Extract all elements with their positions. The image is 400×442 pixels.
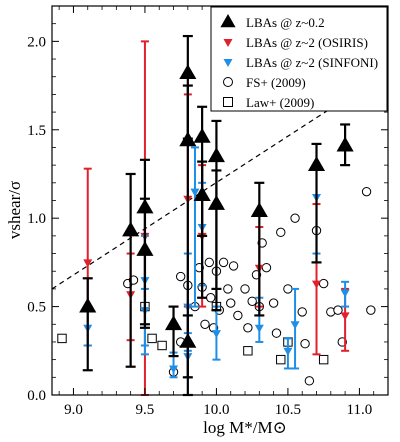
data-point [290,321,300,330]
data-point [179,131,197,147]
legend-marker [223,77,233,87]
data-point [340,312,350,321]
data-layer [57,34,376,397]
legend-box [210,6,388,112]
legend-label: LBAs @ z~2 (OSIRIS) [246,35,368,50]
data-point [211,330,221,339]
data-point [297,307,307,317]
data-point [136,241,154,256]
legend-label: LBAs @ z~0.2 [246,15,325,30]
data-point [179,64,197,80]
data-point [200,319,210,329]
series-0 [79,34,354,397]
data-point [318,278,329,289]
data-point [261,262,272,273]
data-point [223,284,233,294]
legend-marker [223,59,233,67]
data-point [228,261,239,271]
data-point [190,188,200,197]
data-point [290,213,300,223]
data-point [250,202,268,217]
data-point [83,259,93,268]
data-point [271,328,282,338]
data-point [243,346,253,356]
data-point [240,284,250,294]
data-point [247,296,257,306]
data-point [175,271,186,282]
data-point [243,323,253,333]
data-point [340,289,350,298]
tick-layer: 9.0 9.5 10.0 10.5 11.0 0.0 0.5 1.0 1.5 2.0 [27,6,388,418]
data-point [254,324,264,333]
data-point [304,376,315,386]
data-point [218,257,229,268]
data-point [318,354,329,365]
x-axis-label: log M*/M⊙ [203,418,287,437]
y-tick-label: 0.0 [27,388,46,404]
legend-label: Law+ (2009) [246,95,314,110]
data-point [193,186,211,202]
legend-marker [220,14,236,28]
data-point [283,347,293,356]
data-point [336,136,354,152]
data-point [300,339,310,349]
data-point [79,297,97,313]
data-point [164,315,183,331]
data-point [179,332,197,348]
data-point [307,156,326,171]
x-tick-label: 11.0 [347,402,373,418]
y-axis-label: vshear/σ [5,181,24,239]
data-point [147,333,157,344]
data-point [193,127,211,143]
data-point [157,340,167,351]
y-tick-label: 0.5 [27,300,46,316]
y-tick-label: 1.5 [27,123,46,139]
data-point [276,227,286,238]
legend-label: LBAs @ z~2 (SINFONI) [246,55,378,70]
x-tick-label: 9.5 [136,402,155,418]
y-tick-label: 2.0 [27,34,46,50]
data-point [207,195,225,210]
data-point [169,365,179,374]
data-point [122,221,140,237]
x-tick-label: 9.0 [64,402,83,418]
data-point [333,305,343,315]
legend-label: FS+ (2009) [246,75,306,90]
data-point [207,147,225,163]
legend: LBAs @ z~0.2 LBAs @ z~2 (OSIRIS) LBAs @ z~… [210,6,388,112]
data-point [283,284,293,294]
data-point [204,257,214,268]
x-tick-label: 10.0 [203,402,229,418]
data-point [361,186,372,197]
data-point [233,310,243,321]
data-point [268,298,279,308]
data-point [366,305,376,315]
legend-marker [223,97,233,107]
y-tick-label: 1.0 [27,211,46,227]
data-point [312,280,322,289]
data-point [276,354,286,365]
legend-marker [223,39,233,47]
data-point [206,293,216,303]
data-point [226,298,236,308]
data-point [57,333,67,344]
x-tick-label: 10.5 [275,402,301,418]
